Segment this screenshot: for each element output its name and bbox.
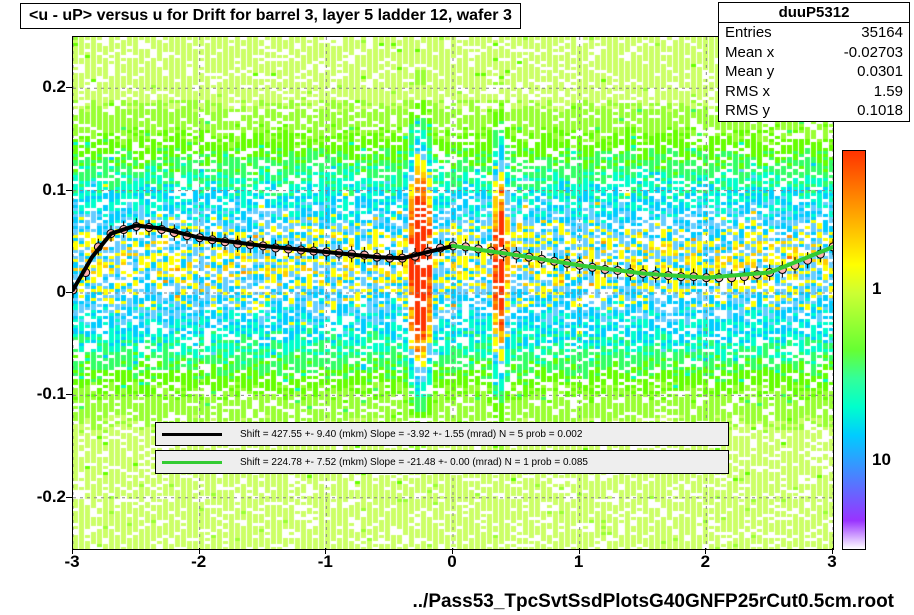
- stats-box: duuP5312 Entries 35164 Mean x -0.02703 Mea…: [718, 2, 910, 122]
- stats-row: RMS y 0.1018: [719, 101, 909, 121]
- y-tick-label: -0.2: [37, 487, 66, 507]
- y-tick: [66, 292, 72, 293]
- legend-text: Shift = 224.78 +- 7.52 (mkm) Slope = -21…: [240, 457, 588, 468]
- y-tick-label: 0.1: [42, 180, 66, 200]
- x-tick-label: 2: [701, 552, 710, 572]
- stats-row: RMS x 1.59: [719, 82, 909, 102]
- stats-value: -0.02703: [844, 43, 903, 63]
- y-tick: [66, 394, 72, 395]
- stats-row: Entries 35164: [719, 23, 909, 43]
- x-tick-label: 0: [447, 552, 456, 572]
- x-tick: [199, 548, 200, 554]
- stats-label: Entries: [725, 23, 772, 43]
- x-tick: [832, 548, 833, 554]
- y-tick-label: -0.1: [37, 384, 66, 404]
- stats-label: RMS x: [725, 82, 770, 102]
- x-tick-label: 1: [574, 552, 583, 572]
- legend-text: Shift = 427.55 +- 9.40 (mkm) Slope = -3.…: [240, 429, 582, 440]
- stats-label: Mean x: [725, 43, 774, 63]
- stats-value: 0.0301: [857, 62, 903, 82]
- x-tick: [325, 548, 326, 554]
- x-tick-label: 3: [827, 552, 836, 572]
- x-tick: [72, 548, 73, 554]
- stats-label: RMS y: [725, 101, 770, 121]
- y-tick: [66, 87, 72, 88]
- colorbar: [842, 150, 866, 550]
- colorbar-label: 10: [872, 450, 891, 470]
- file-caption: ../Pass53_TpcSvtSsdPlotsG40GNFP25rCut0.5…: [412, 591, 894, 613]
- y-tick-label: 0: [57, 282, 66, 302]
- plot-title: <u - uP> versus u for Drift for barrel 3…: [20, 3, 521, 29]
- x-tick: [579, 548, 580, 554]
- x-tick-label: -2: [191, 552, 206, 572]
- y-tick-label: 0.2: [42, 77, 66, 97]
- stats-label: Mean y: [725, 62, 774, 82]
- x-tick: [705, 548, 706, 554]
- stats-name: duuP5312: [719, 3, 909, 23]
- stats-value: 35164: [861, 23, 903, 43]
- legend-line-swatch: [162, 433, 222, 436]
- stats-value: 0.1018: [857, 101, 903, 121]
- x-tick: [452, 548, 453, 554]
- y-tick: [66, 190, 72, 191]
- legend-entry: Shift = 224.78 +- 7.52 (mkm) Slope = -21…: [155, 450, 729, 474]
- x-tick-label: -3: [64, 552, 79, 572]
- legend-entry: Shift = 427.55 +- 9.40 (mkm) Slope = -3.…: [155, 422, 729, 446]
- stats-row: Mean x -0.02703: [719, 43, 909, 63]
- legend-line-swatch: [162, 461, 222, 464]
- x-tick-label: -1: [318, 552, 333, 572]
- y-tick: [66, 497, 72, 498]
- stats-row: Mean y 0.0301: [719, 62, 909, 82]
- stats-value: 1.59: [874, 82, 903, 102]
- colorbar-label: 1: [872, 279, 881, 299]
